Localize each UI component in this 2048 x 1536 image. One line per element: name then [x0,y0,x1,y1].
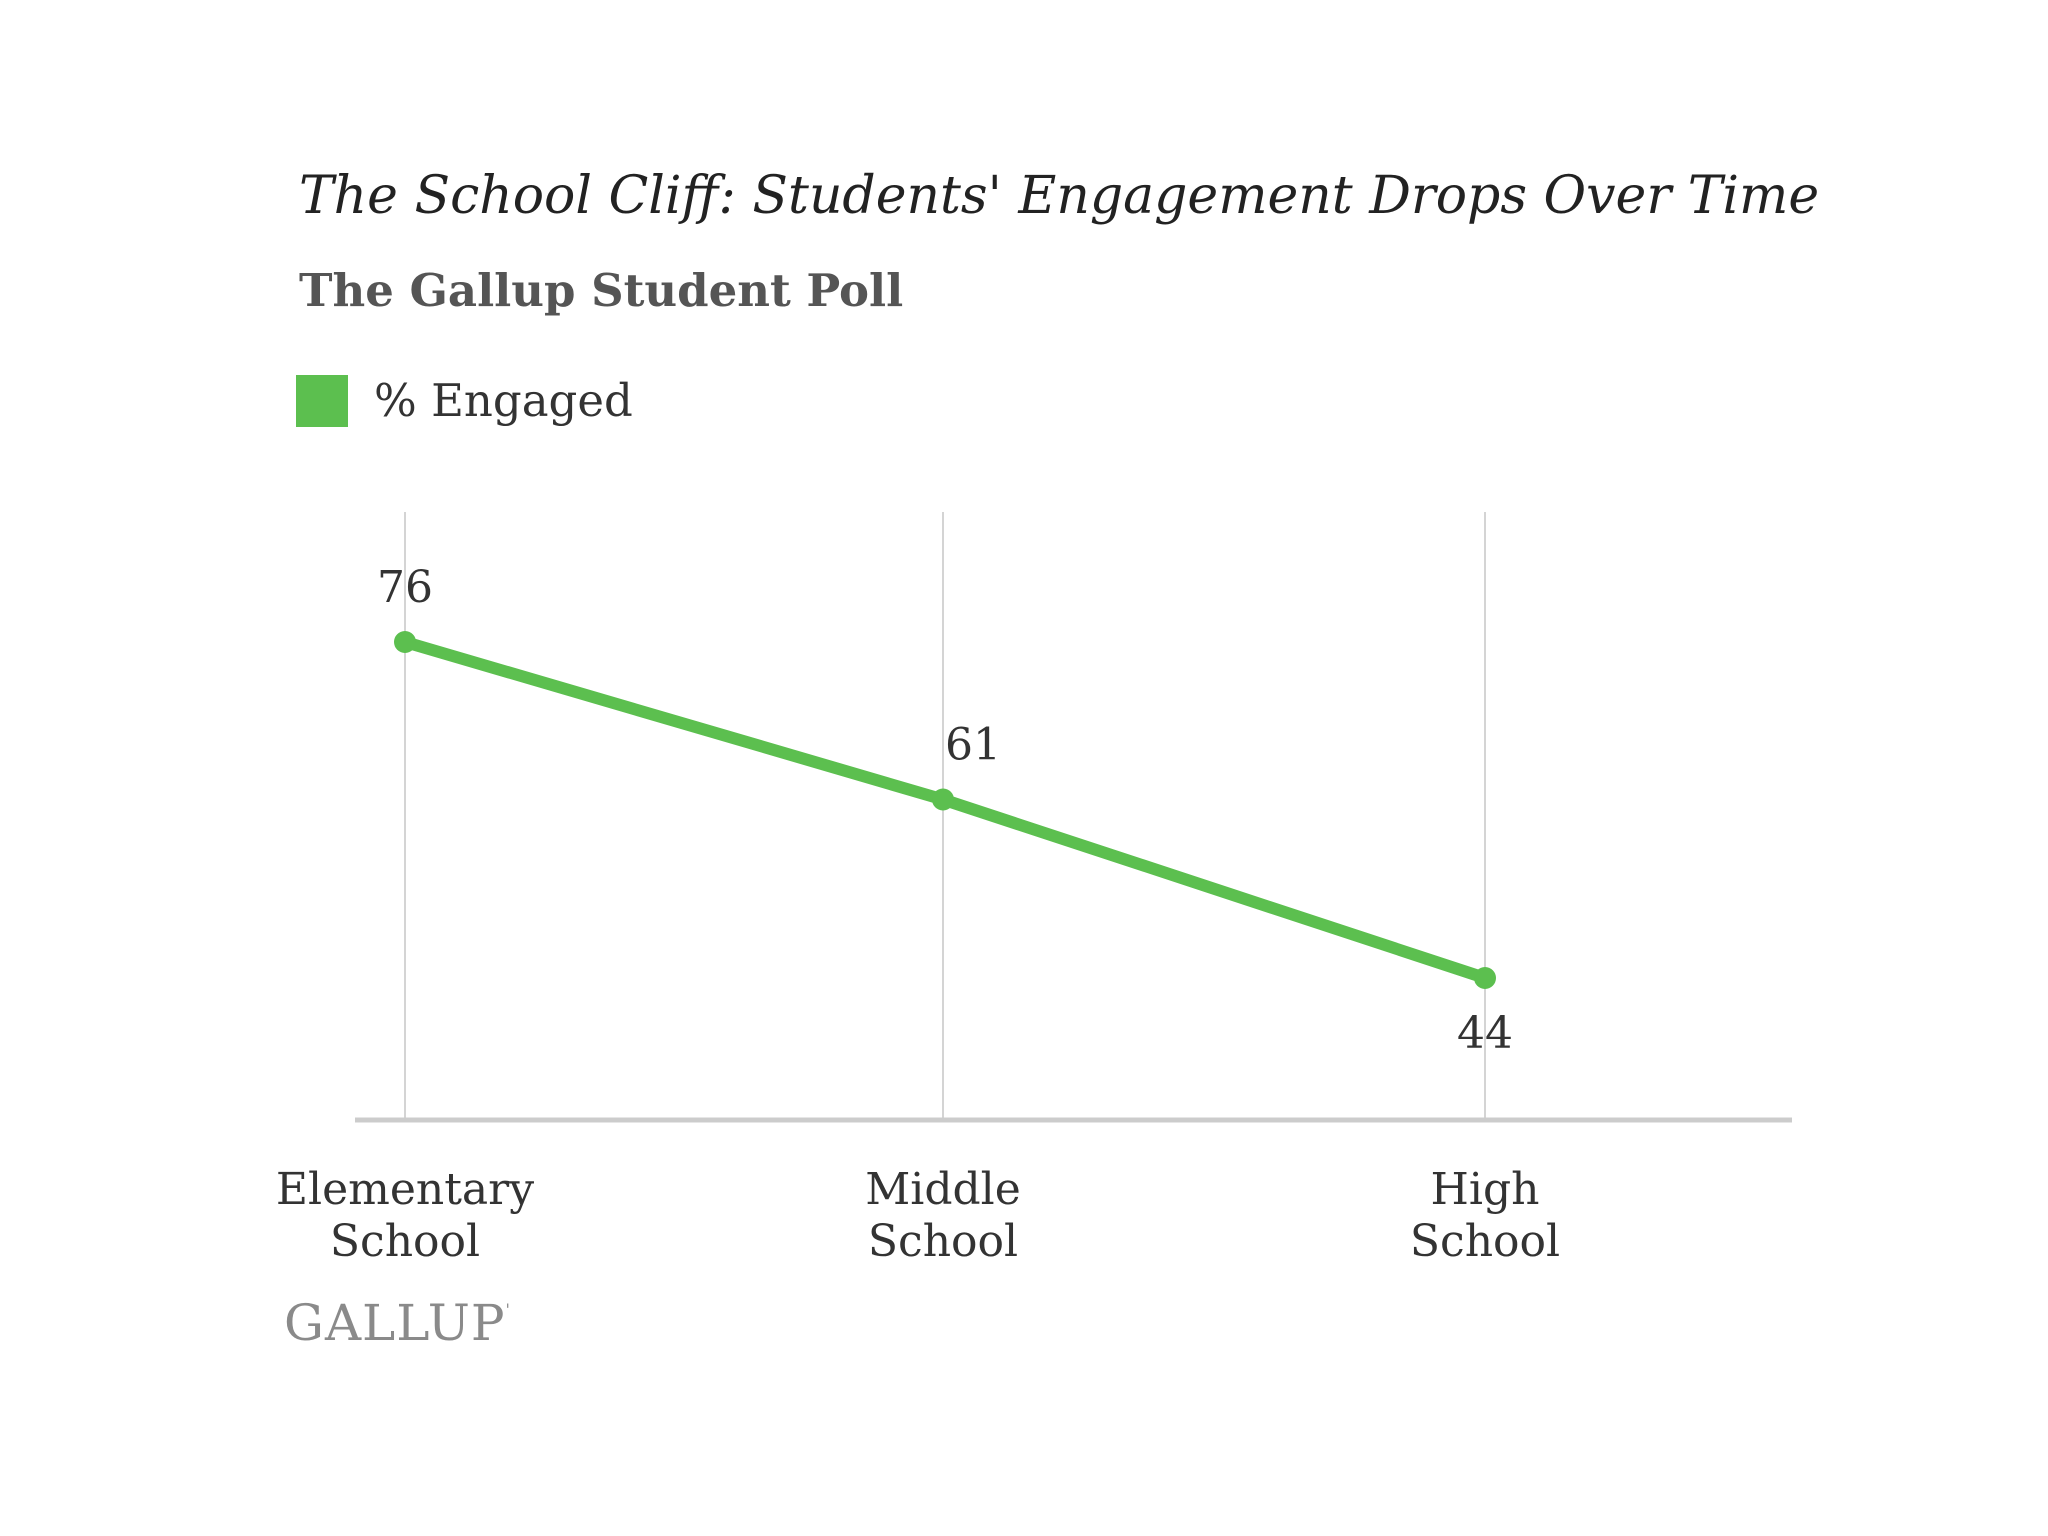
gallup-logo-mark: ' [505,1300,511,1319]
gallup-logo-text: GALLUP [284,1294,506,1352]
data-labels: 76 61 44 [377,562,1513,1059]
chart-title: The School Cliff: Students' Engagement D… [299,166,1820,226]
x-tick-label-2-0: High [1431,1164,1540,1215]
legend: % Engaged [296,374,633,427]
data-label-1: 61 [945,720,1001,771]
x-tick-label-1-1: School [868,1216,1018,1267]
series-engaged [394,631,1496,989]
legend-label-engaged: % Engaged [374,374,633,427]
gallup-logo: GALLUP' [284,1294,511,1352]
x-tick-label-2-1: School [1410,1216,1560,1267]
data-label-0: 76 [377,562,433,613]
data-point-2 [1474,967,1496,989]
x-tick-label-1-0: Middle [865,1164,1021,1215]
legend-swatch [296,374,348,427]
x-tick-label-0-0: Elementary [276,1164,534,1215]
data-point-1 [932,788,954,811]
x-tick-label-0-1: School [330,1216,480,1267]
chart-subtitle: The Gallup Student Poll [299,264,904,317]
data-label-2: 44 [1457,1008,1513,1059]
data-point-0 [394,631,416,653]
gridlines [404,512,1486,1120]
